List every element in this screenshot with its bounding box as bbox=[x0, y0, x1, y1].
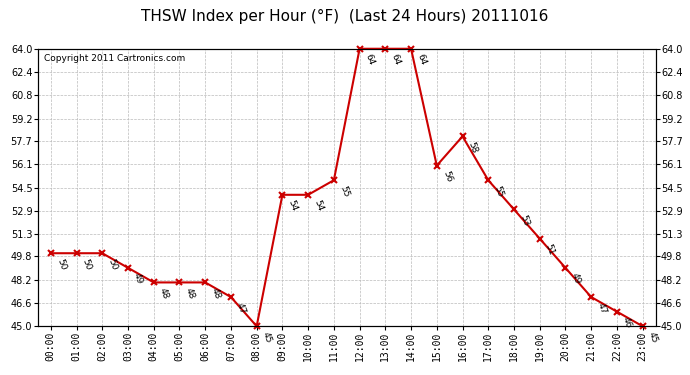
Text: 47: 47 bbox=[595, 301, 608, 315]
Text: 50: 50 bbox=[106, 257, 119, 271]
Text: 45: 45 bbox=[261, 330, 273, 344]
Text: 64: 64 bbox=[389, 53, 402, 67]
Text: 58: 58 bbox=[466, 141, 479, 154]
Text: 51: 51 bbox=[544, 243, 556, 256]
Text: Copyright 2011 Cartronics.com: Copyright 2011 Cartronics.com bbox=[44, 54, 186, 63]
Text: 48: 48 bbox=[184, 286, 196, 300]
Text: 64: 64 bbox=[415, 53, 428, 67]
Text: 55: 55 bbox=[493, 184, 505, 198]
Text: 46: 46 bbox=[621, 316, 633, 330]
Text: 53: 53 bbox=[518, 214, 531, 228]
Text: 48: 48 bbox=[209, 286, 221, 300]
Text: 50: 50 bbox=[55, 257, 68, 271]
Text: THSW Index per Hour (°F)  (Last 24 Hours) 20111016: THSW Index per Hour (°F) (Last 24 Hours)… bbox=[141, 9, 549, 24]
Text: 54: 54 bbox=[313, 199, 324, 213]
Text: 50: 50 bbox=[81, 257, 93, 271]
Text: 56: 56 bbox=[441, 170, 453, 184]
Text: 47: 47 bbox=[235, 301, 248, 315]
Text: 49: 49 bbox=[132, 272, 144, 286]
Text: 55: 55 bbox=[338, 184, 351, 198]
Text: 49: 49 bbox=[570, 272, 582, 286]
Text: 45: 45 bbox=[647, 330, 659, 344]
Text: 64: 64 bbox=[364, 53, 376, 67]
Text: 48: 48 bbox=[158, 286, 170, 300]
Text: 54: 54 bbox=[286, 199, 299, 213]
